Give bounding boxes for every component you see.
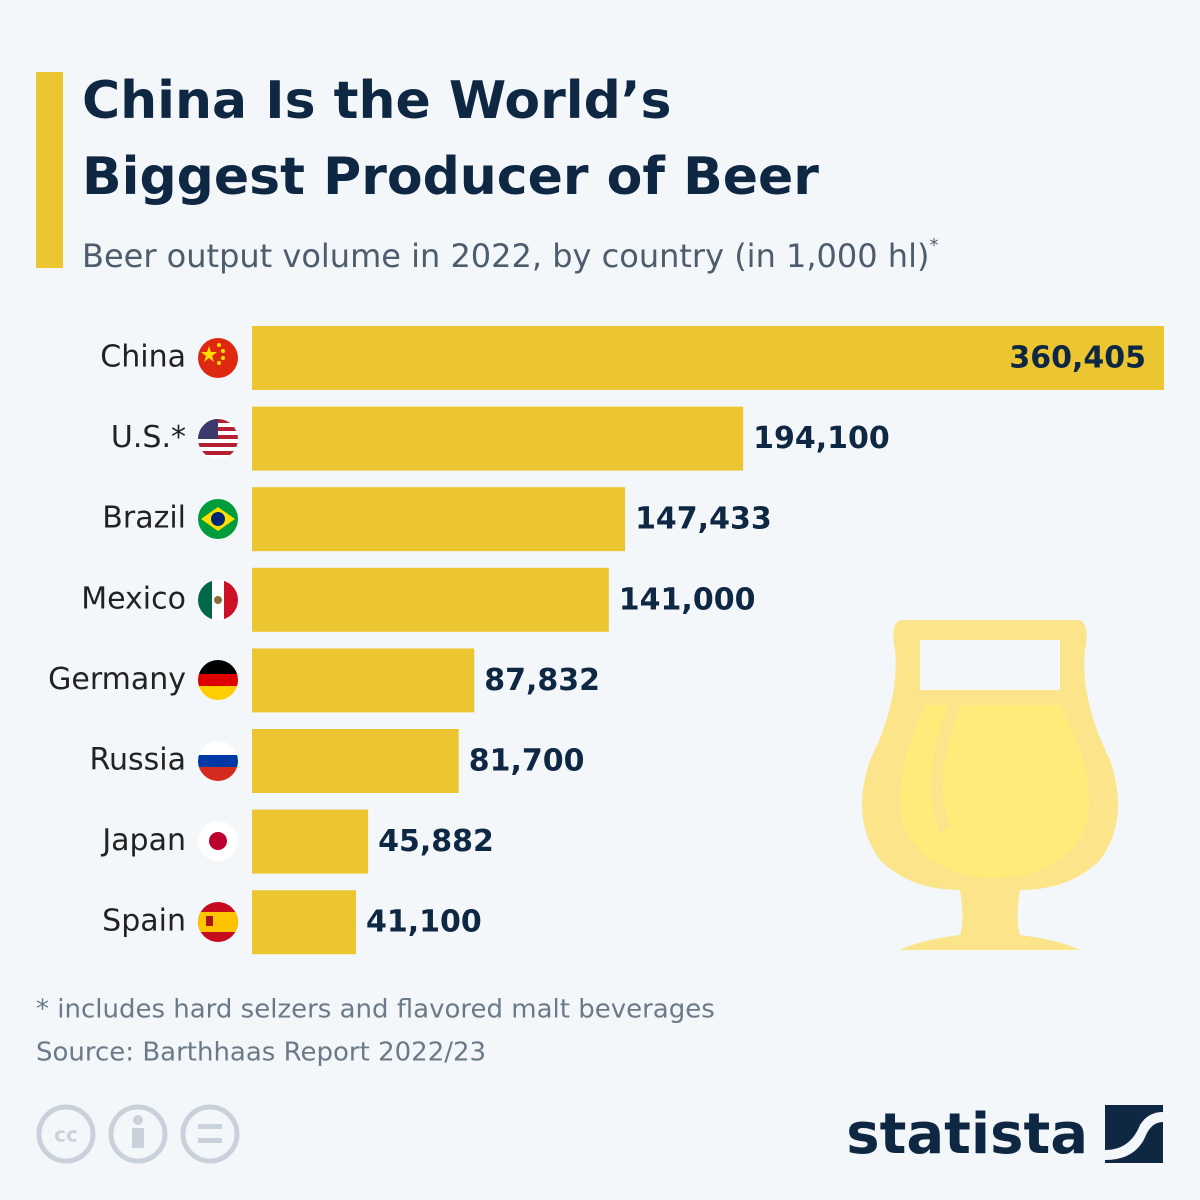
subtitle-text: Beer output volume in 2022, by country (… xyxy=(82,237,929,275)
value-label: 81,700 xyxy=(469,744,585,779)
value-label: 360,405 xyxy=(1009,341,1146,376)
bar xyxy=(252,809,369,874)
flag-china xyxy=(198,338,238,378)
category-label: U.S.* xyxy=(111,420,186,455)
accent-bar xyxy=(36,72,63,268)
value-label: 87,832 xyxy=(484,663,600,698)
flag-brazil xyxy=(198,499,238,539)
flag-germany xyxy=(198,660,238,700)
source: Source: Barthhaas Report 2022/23 xyxy=(36,1038,486,1068)
flag-japan xyxy=(198,821,238,861)
brand-icon xyxy=(1105,1105,1163,1163)
flag-russia xyxy=(198,741,238,781)
flag-spain xyxy=(198,902,238,942)
category-label: Japan xyxy=(100,823,186,858)
license-icons: cc xyxy=(36,1104,240,1164)
footnote: * includes hard selzers and flavored mal… xyxy=(36,995,715,1025)
category-label: Brazil xyxy=(102,501,186,536)
value-label: 141,000 xyxy=(619,582,756,617)
chart-title: China Is the World’s xyxy=(82,71,672,131)
bar xyxy=(252,567,609,632)
value-label: 41,100 xyxy=(366,905,482,940)
category-label: Mexico xyxy=(81,581,186,616)
bar xyxy=(252,326,1164,390)
subtitle-marker: * xyxy=(929,235,938,256)
flag-mexico xyxy=(198,580,238,620)
value-label: 45,882 xyxy=(378,824,494,859)
bar xyxy=(252,406,744,471)
bar xyxy=(252,890,357,955)
chart-subtitle: Beer output volume in 2022, by country (… xyxy=(82,235,938,275)
brand-logo: statista xyxy=(846,1102,1088,1167)
bar xyxy=(252,487,626,552)
bar xyxy=(252,729,459,793)
category-label: Germany xyxy=(48,662,186,697)
category-label: China xyxy=(100,340,186,375)
category-label: Spain xyxy=(102,904,186,939)
beer-glass xyxy=(862,620,1118,950)
value-label: 147,433 xyxy=(635,502,772,537)
category-label: Russia xyxy=(90,743,187,778)
chart-title: Biggest Producer of Beer xyxy=(82,147,819,207)
flags xyxy=(198,338,238,942)
svg-text:cc: cc xyxy=(54,1123,78,1147)
flag-us xyxy=(198,419,238,459)
value-label: 194,100 xyxy=(753,421,890,456)
bar xyxy=(252,648,475,713)
